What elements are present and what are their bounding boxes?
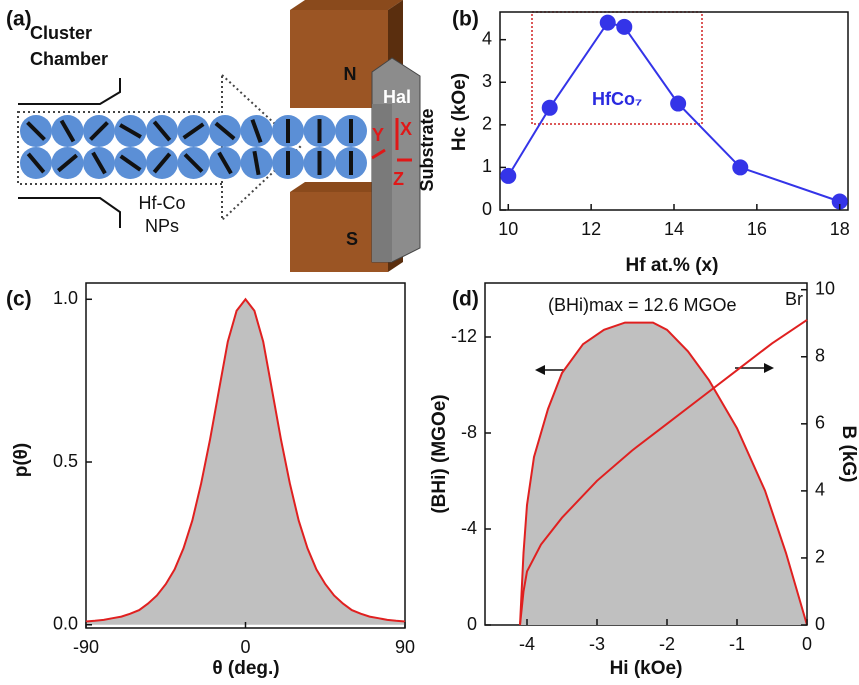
figure: (a) Cluster Chamber N S Substrate Hal X … (0, 0, 859, 685)
page: {"diagram": {"panel": "(a)", "chamber": … (0, 0, 859, 685)
area (86, 299, 405, 624)
y2-tick-label: 4 (815, 480, 825, 500)
y-tick-label: 1 (482, 156, 492, 176)
y2-tick-label: 10 (815, 278, 835, 298)
annotation: Br (785, 289, 803, 309)
y-tick-label: 0 (482, 199, 492, 219)
y-axis-title: Hc (kOe) (449, 73, 470, 151)
panel-label: (b) (452, 8, 479, 31)
arrowhead (535, 365, 545, 375)
y2-axis-title: B (kG) (838, 426, 859, 483)
schematic: (a) Cluster Chamber N S Substrate Hal X … (6, 0, 437, 272)
y-tick-label: 4 (482, 28, 492, 48)
particle-label: NPs (145, 216, 179, 236)
x-tick-label: 10 (498, 219, 518, 239)
marker (542, 100, 558, 116)
y-tick-label: 0.5 (53, 451, 78, 471)
x-axis-title: Hf at.% (x) (626, 255, 719, 276)
x-tick-label: 90 (395, 637, 415, 657)
particle-label: Hf-Co (138, 193, 185, 213)
arrowhead (764, 363, 774, 373)
x-tick-label: -1 (729, 634, 745, 654)
axis-label: X (400, 119, 412, 139)
marker (500, 168, 516, 184)
magnet-top (290, 0, 403, 10)
y2-tick-label: 6 (815, 413, 825, 433)
x-tick-label: -90 (73, 637, 99, 657)
x-tick-label: -3 (589, 634, 605, 654)
y-tick-label: 0.0 (53, 613, 78, 633)
annotation: HfCo₇ (592, 89, 642, 109)
marker (600, 15, 616, 31)
line (508, 23, 839, 202)
chamber-label: Cluster (30, 23, 92, 43)
y2-tick-label: 8 (815, 346, 825, 366)
marker (670, 96, 686, 112)
panel-label: (a) (6, 8, 32, 31)
x-tick-label: -4 (519, 634, 535, 654)
y-axis-title: p(θ) (11, 443, 32, 478)
axis-label: Y (372, 125, 384, 145)
x-tick-label: 0 (802, 634, 812, 654)
substrate-label: Substrate (417, 108, 437, 191)
y-tick-label: -12 (451, 326, 477, 346)
axis-label: Z (393, 169, 404, 189)
x-tick-label: -2 (659, 634, 675, 654)
y2-tick-label: 0 (815, 614, 825, 634)
x-tick-label: 0 (240, 637, 250, 657)
panel-label: (c) (6, 288, 32, 311)
y2-tick-label: 2 (815, 547, 825, 567)
y-tick-label: 1.0 (53, 288, 78, 308)
y-axis-title: (BHi) (MGOe) (429, 394, 450, 513)
x-tick-label: 14 (664, 219, 684, 239)
field-label: Hal (383, 87, 411, 107)
y-tick-label: -4 (461, 518, 477, 538)
annotation: (BHi)max = 12.6 MGOe (548, 295, 737, 315)
y-tick-label: 2 (482, 114, 492, 134)
chamber-wall (18, 78, 120, 104)
panel-label: (d) (452, 288, 479, 311)
particles (20, 115, 367, 179)
chamber-wall (18, 198, 120, 228)
x-tick-label: 16 (747, 219, 767, 239)
x-axis-title: θ (deg.) (212, 658, 279, 679)
x-tick-label: 12 (581, 219, 601, 239)
marker (732, 159, 748, 175)
marker (616, 19, 632, 35)
x-axis-title: Hi (kOe) (610, 658, 683, 679)
y-tick-label: 3 (482, 71, 492, 91)
x-tick-label: 18 (830, 219, 850, 239)
chamber-label: Chamber (30, 49, 108, 69)
magnet-label: N (344, 64, 357, 84)
y-tick-label: 0 (467, 614, 477, 634)
magnet-label: S (346, 229, 358, 249)
y-tick-label: -8 (461, 422, 477, 442)
